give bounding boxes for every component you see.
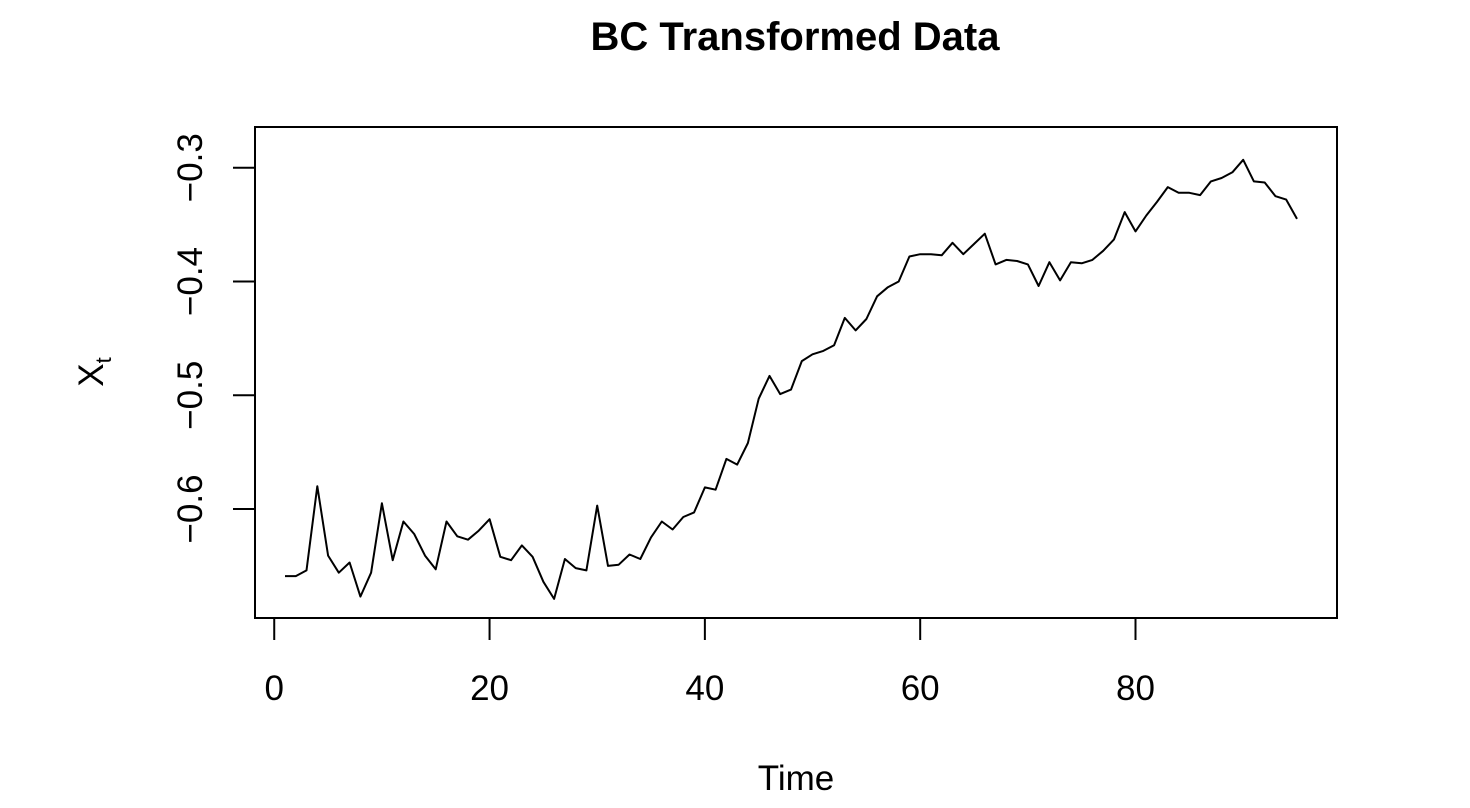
x-axis: 0 20 40 60 80 (264, 617, 1155, 708)
y-tick-label: −0.4 (171, 247, 210, 316)
svg-text:Xt: Xt (72, 357, 116, 386)
plot-frame (254, 126, 1338, 619)
y-axis-label-subscript: t (91, 357, 116, 363)
y-axis-label: Xt (72, 357, 116, 386)
y-tick-label: −0.5 (171, 361, 210, 430)
x-axis-label: Time (758, 759, 834, 798)
x-tick-label: 80 (1116, 669, 1155, 708)
y-tick-label: −0.3 (171, 133, 210, 202)
y-tick-label: −0.6 (171, 474, 210, 543)
series-line (285, 158, 1298, 600)
chart-title: BC Transformed Data (591, 15, 1001, 59)
series-layer (285, 158, 1298, 600)
x-tick-label: 40 (685, 669, 724, 708)
x-tick-label: 60 (901, 669, 940, 708)
y-axis-label-base: X (72, 363, 111, 386)
x-tick-label: 0 (264, 669, 283, 708)
y-axis: −0.6 −0.5 −0.4 −0.3 (171, 133, 256, 544)
x-tick-label: 20 (470, 669, 509, 708)
